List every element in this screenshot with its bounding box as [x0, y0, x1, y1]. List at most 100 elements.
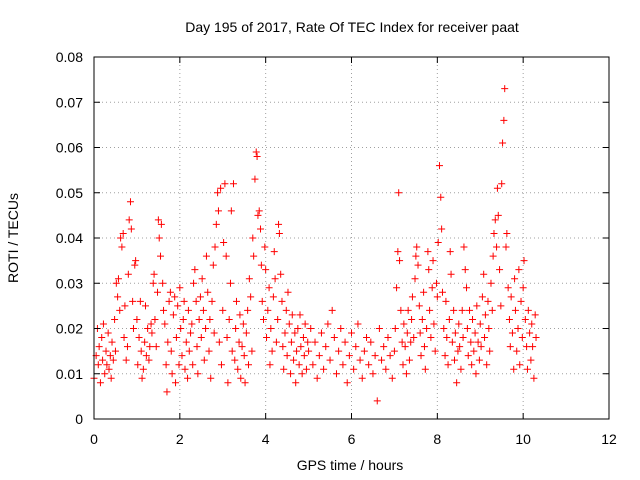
data-point [190, 279, 198, 287]
data-point [328, 306, 336, 314]
data-point [200, 356, 208, 364]
data-point [459, 334, 467, 342]
data-point [114, 293, 122, 301]
data-point [307, 325, 315, 332]
data-point [298, 370, 306, 378]
data-point [96, 379, 104, 387]
data-point [229, 180, 237, 188]
data-point [358, 374, 366, 382]
data-point [504, 284, 512, 292]
data-point [526, 329, 534, 337]
data-point [232, 325, 240, 332]
data-point [317, 329, 325, 337]
data-point [469, 315, 477, 323]
data-point [187, 329, 195, 337]
data-point [448, 338, 456, 346]
data-point [500, 116, 508, 124]
data-point [125, 216, 133, 224]
data-point [127, 225, 135, 233]
x-tick-label: 0 [90, 431, 98, 447]
data-point [163, 388, 171, 396]
data-point [270, 248, 278, 256]
data-point [225, 315, 233, 323]
data-point [204, 288, 212, 296]
data-point [426, 306, 434, 314]
data-point [339, 361, 347, 369]
data-point [168, 370, 176, 378]
data-point [272, 338, 280, 346]
data-point [184, 306, 192, 314]
y-tick-label: 0.06 [56, 140, 83, 156]
data-point [184, 374, 192, 382]
y-tick-label: 0.01 [56, 366, 83, 382]
data-point [142, 352, 150, 360]
data-point [191, 266, 199, 274]
data-point [397, 306, 405, 314]
data-point [352, 343, 360, 351]
data-point [124, 270, 132, 278]
data-point [486, 347, 494, 355]
data-point [493, 184, 501, 192]
data-point [477, 343, 485, 351]
data-point [278, 297, 286, 305]
data-point [274, 315, 282, 323]
data-point [114, 275, 122, 283]
data-point [117, 234, 125, 242]
data-point [162, 361, 170, 369]
data-point [129, 297, 137, 305]
grid [94, 57, 609, 419]
data-point [284, 288, 292, 296]
data-point [99, 356, 107, 364]
data-point [521, 315, 529, 323]
data-point [296, 311, 304, 319]
data-point [212, 220, 220, 228]
data-point [226, 279, 234, 287]
data-point [146, 343, 154, 351]
data-point [164, 338, 172, 346]
data-point [444, 361, 452, 369]
data-point [145, 356, 153, 364]
data-point [302, 365, 310, 373]
data-point [266, 361, 274, 369]
data-point [98, 334, 106, 342]
data-point [474, 338, 482, 346]
data-point [206, 315, 214, 323]
data-point [511, 275, 519, 283]
data-point [528, 320, 536, 328]
data-point [176, 284, 184, 292]
data-point [221, 180, 229, 188]
data-point [107, 374, 115, 382]
data-point [241, 379, 249, 387]
tick-labels: 0 2 4 6 8 10 12 0 0.01 0.02 0.03 0.04 0.05 0.06 0.07 0.… [56, 49, 617, 447]
data-point [258, 297, 266, 305]
data-point [165, 297, 173, 305]
data-point [250, 252, 258, 260]
data-point [227, 207, 235, 215]
data-point [313, 374, 321, 382]
data-point [254, 211, 262, 219]
data-point [275, 220, 283, 228]
y-tick-label: 0.02 [56, 321, 83, 337]
data-point [456, 343, 464, 351]
data-point [150, 270, 158, 278]
data-point [171, 293, 179, 301]
data-point [418, 315, 426, 323]
data-point [511, 306, 519, 314]
data-point [111, 315, 119, 323]
data-point [481, 311, 489, 319]
data-point [232, 297, 240, 305]
data-point [132, 257, 140, 265]
data-point [468, 361, 476, 369]
data-point [461, 266, 469, 274]
data-point [403, 329, 411, 337]
data-point [487, 279, 495, 287]
data-point [471, 329, 479, 337]
data-point [105, 365, 113, 373]
data-point [405, 356, 413, 364]
data-point [408, 315, 416, 323]
data-point [320, 365, 328, 373]
data-point [189, 361, 197, 369]
x-tick-label: 4 [262, 431, 270, 447]
data-point [251, 175, 259, 183]
data-point [324, 320, 332, 328]
